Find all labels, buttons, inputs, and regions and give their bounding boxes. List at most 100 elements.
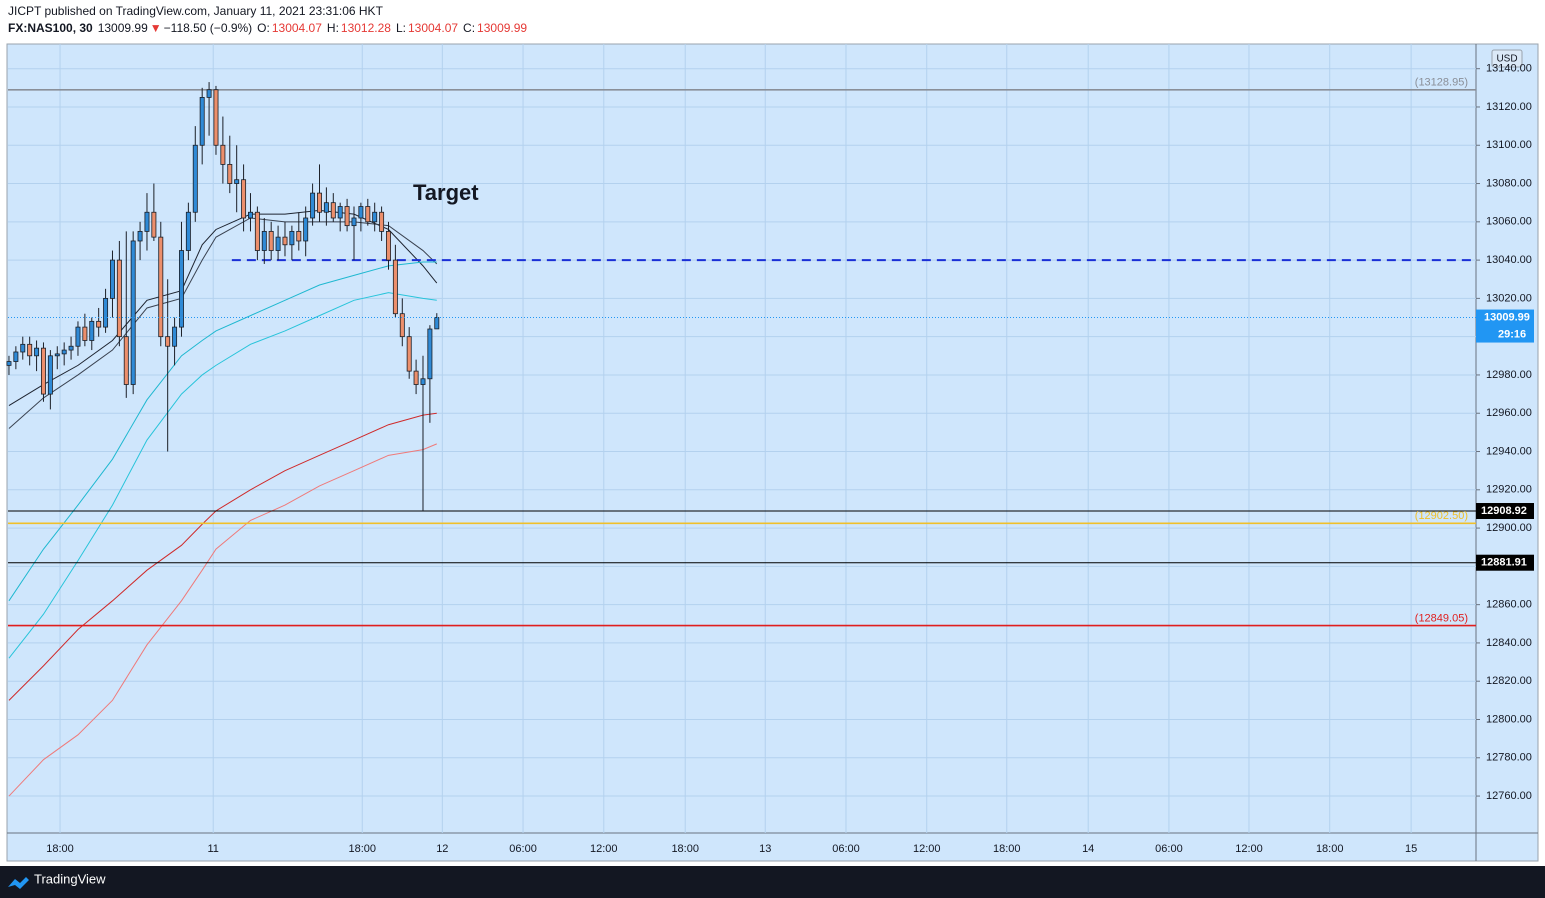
candle-body [13, 351, 19, 362]
candle-body [234, 179, 240, 184]
x-tick-label: 12 [436, 843, 448, 855]
candle-body [185, 211, 191, 251]
candle-body [406, 336, 412, 372]
candle-body [344, 206, 350, 227]
candle-body [303, 217, 309, 242]
candle-body [75, 326, 81, 347]
candle-body [206, 89, 212, 98]
candle-body [337, 206, 343, 219]
candle-body [40, 347, 46, 395]
header-item: C: [463, 21, 475, 35]
candle-body [6, 361, 12, 366]
y-tick-label: 12800.00 [1486, 713, 1532, 725]
x-tick-label: 18:00 [1316, 843, 1344, 855]
candle-body [82, 326, 88, 341]
candle-body [399, 313, 405, 338]
level-tag [1476, 554, 1534, 571]
y-tick-label: 12920.00 [1486, 484, 1532, 496]
annotation: Target [413, 180, 479, 205]
candle-body [296, 230, 302, 242]
level-tag-label: 12908.92 [1481, 505, 1527, 517]
header-item: O: [257, 21, 270, 35]
y-tick-label: 13080.00 [1486, 177, 1532, 189]
y-tick-label: 12760.00 [1486, 790, 1532, 802]
candle-body [261, 230, 267, 251]
x-tick-label: 18:00 [993, 843, 1021, 855]
candle-body [116, 259, 122, 338]
x-tick-label: 18:00 [349, 843, 377, 855]
candle-body [241, 179, 247, 219]
candle-body [282, 236, 288, 246]
candle-body [54, 353, 60, 357]
candle-body [386, 230, 391, 261]
candle-body [330, 202, 336, 219]
candle-body [254, 211, 260, 251]
x-tick-label: 15 [1405, 843, 1417, 855]
candle-body [310, 192, 316, 219]
last-price-label: 13009.99 [1484, 311, 1530, 323]
candle-body [27, 343, 33, 357]
candle-body [68, 345, 74, 351]
x-tick-label: 18:00 [46, 843, 74, 855]
candle-body [289, 230, 295, 246]
y-tick-label: 12860.00 [1486, 599, 1532, 611]
y-tick-label: 12780.00 [1486, 752, 1532, 764]
candle-body [420, 378, 426, 385]
candle-body [248, 211, 253, 219]
x-tick-label: 12:00 [590, 843, 618, 855]
level-label: (12849.05) [1415, 613, 1468, 625]
candle-body [358, 206, 364, 219]
candle-body [110, 259, 115, 299]
y-tick-label: 12900.00 [1486, 522, 1532, 534]
candle-body [199, 97, 205, 146]
level-tag-label: 12881.91 [1481, 557, 1527, 569]
candle-body [61, 349, 67, 355]
y-tick-label: 13100.00 [1486, 139, 1532, 151]
header-item: FX:NAS100, 30 [8, 21, 93, 35]
candle-body [220, 144, 226, 165]
countdown: 29:16 [1498, 328, 1526, 340]
header-item: L: [396, 21, 406, 35]
candle-body [130, 240, 136, 385]
ohlc-header: FX:NAS100, 30 13009.99 ▼ −118.50 (−0.9%) O: 1… [8, 21, 527, 35]
level-label: (12902.50) [1415, 510, 1468, 522]
y-tick-label: 13040.00 [1486, 254, 1532, 266]
plot: (13128.95) (12902.50) (12849.05) [6, 44, 1476, 833]
candle-body [227, 163, 233, 184]
footer [0, 866, 1545, 898]
candle-body [103, 297, 109, 328]
y-tick-label: 13120.00 [1486, 101, 1532, 113]
x-tick-label: 14 [1082, 843, 1094, 855]
moving-average [8, 292, 437, 659]
header-item: 13004.07 [408, 21, 458, 35]
candle-body [89, 320, 95, 341]
moving-average [8, 443, 437, 797]
x-tick-label: 11 [208, 843, 219, 855]
header-item: 13012.28 [341, 21, 391, 35]
candle-body [365, 206, 371, 223]
candle-body [151, 211, 157, 238]
x-tick-label: 06:00 [1155, 843, 1183, 855]
candle-body [317, 192, 322, 213]
header-item: H: [327, 21, 339, 35]
candle-body [20, 343, 26, 353]
candle-body [165, 336, 171, 347]
candle-body [372, 211, 378, 223]
moving-average [8, 217, 438, 429]
header-item: 13004.07 [272, 21, 322, 35]
y-tick-label: 12820.00 [1486, 675, 1532, 687]
level-tag [1476, 503, 1534, 520]
brand[interactable]: TradingView [34, 871, 106, 886]
x-tick-label: 06:00 [509, 843, 537, 855]
candle-body [123, 336, 129, 385]
header-item: 13009.99 [477, 21, 527, 35]
candle-body [213, 89, 219, 146]
candle-body [96, 320, 102, 328]
x-tick-label: 06:00 [832, 843, 860, 855]
y-tick-label: 13020.00 [1486, 292, 1532, 304]
last-price-tag [1476, 309, 1534, 343]
header-item: −118.50 (−0.9%) [164, 21, 253, 35]
x-tick-label: 13 [759, 843, 771, 855]
header-item: 13009.99 [98, 21, 148, 35]
